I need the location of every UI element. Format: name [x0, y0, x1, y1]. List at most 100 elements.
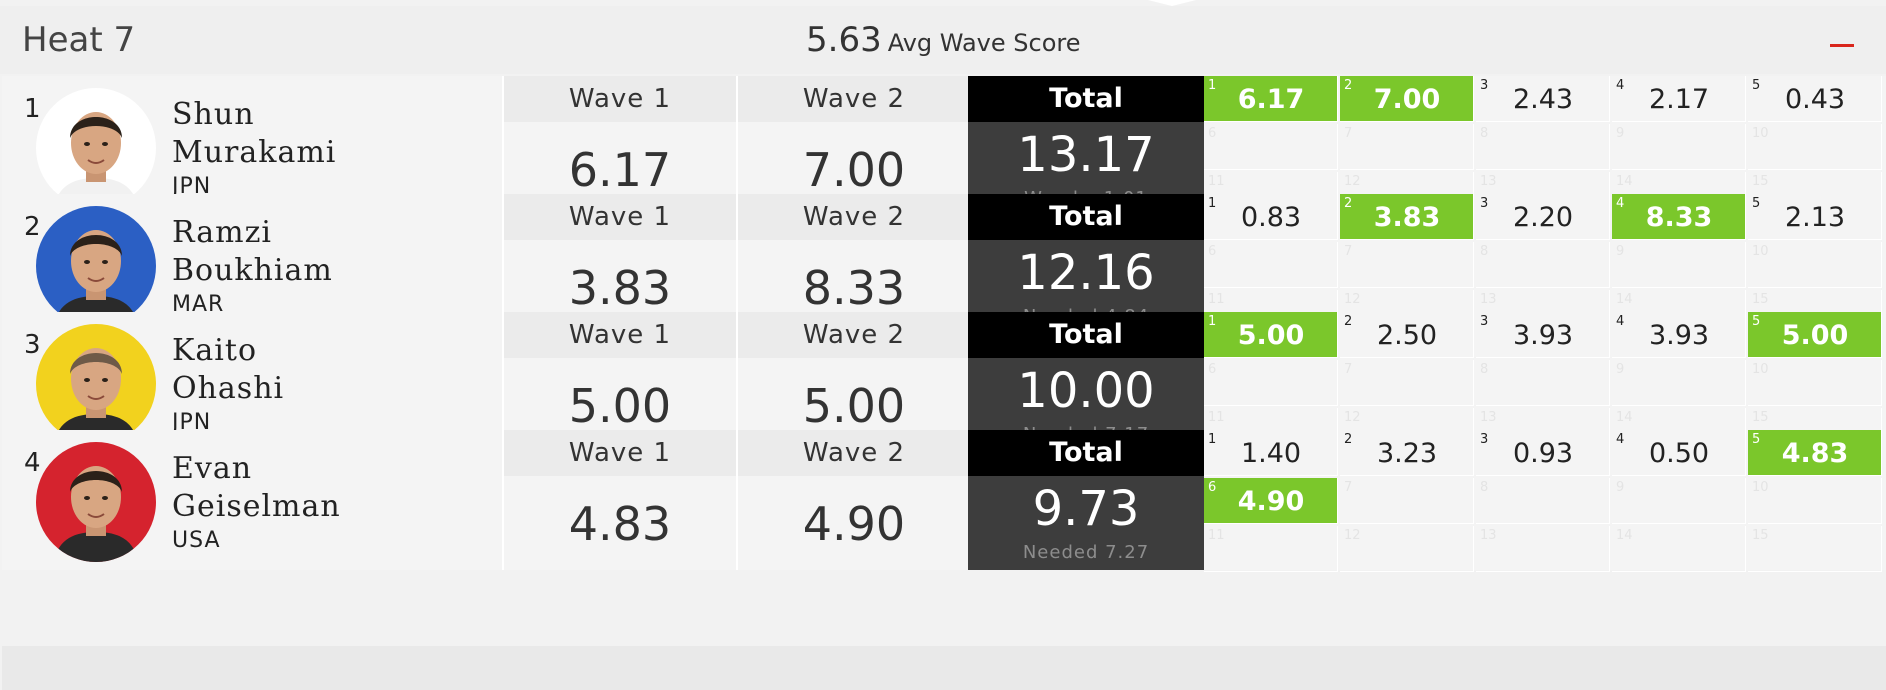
surfer-first-name: Ramzi: [172, 215, 273, 250]
heat-title: Heat 7: [22, 20, 136, 60]
wave-score: 3.83: [1373, 202, 1441, 233]
total-score: 9.73: [1032, 481, 1140, 537]
wave-score: 4.90: [1237, 486, 1305, 517]
surfer-row[interactable]: 1 Shun Murakami JPN Wave 1 6.17: [2, 76, 1886, 218]
empty-wave-cell: 6: [1204, 124, 1338, 170]
surfer-rank: 4: [24, 448, 41, 478]
wave-score-cell[interactable]: 1 0.83: [1204, 194, 1338, 240]
surfer-row[interactable]: 3 Kaito Ohashi JPN Wave 1 5.00 W: [2, 312, 1886, 454]
wave-score-cell[interactable]: 3 0.93: [1476, 430, 1610, 476]
empty-wave-cell: 8: [1476, 478, 1610, 524]
surfer-first-name: Kaito: [172, 333, 258, 368]
wave-1-header: Wave 1: [504, 430, 736, 476]
avg-wave-score-label: Avg Wave Score: [887, 29, 1081, 57]
total-column: Total 10.00 Needed 7.17: [968, 312, 1204, 452]
surfer-last-name: Ohashi: [172, 371, 285, 406]
wave-score-cell[interactable]: 1 1.40: [1204, 430, 1338, 476]
wave-score-cell[interactable]: 5 0.43: [1748, 76, 1882, 122]
wave-score-cell[interactable]: 1 6.17: [1204, 76, 1338, 122]
wave-score-cell[interactable]: 5 4.83: [1748, 430, 1882, 476]
wave-score: 3.93: [1512, 320, 1574, 351]
surfer-name[interactable]: Shun Murakami: [172, 96, 336, 172]
column-divider: [502, 430, 504, 570]
wave-score: 3.23: [1376, 438, 1438, 469]
wave-score-cell[interactable]: 2 2.50: [1340, 312, 1474, 358]
wave-score: 0.83: [1240, 202, 1302, 233]
wave-score: 5.00: [1237, 320, 1305, 351]
wave-number: 1: [1208, 78, 1217, 93]
wave-score-cell[interactable]: 1 5.00: [1204, 312, 1338, 358]
surfer-name[interactable]: Ramzi Boukhiam: [172, 214, 333, 290]
wave-2-score: 7.00: [802, 143, 906, 197]
surfer-name[interactable]: Kaito Ohashi: [172, 332, 284, 408]
best-wave-2: Wave 2 4.90: [738, 430, 970, 570]
wave-score-cell[interactable]: 5 2.13: [1748, 194, 1882, 240]
avatar: [36, 206, 156, 326]
wave-score-cell[interactable]: 4 2.17: [1612, 76, 1746, 122]
avatar: [36, 324, 156, 444]
empty-wave-cell: 7: [1340, 124, 1474, 170]
wave-number: 5: [1752, 432, 1761, 447]
total-score: 13.17: [1017, 127, 1155, 183]
wave-score-cell[interactable]: 5 5.00: [1748, 312, 1882, 358]
wave-number: 1: [1208, 196, 1217, 211]
wave-2-score: 8.33: [802, 261, 906, 315]
column-divider: [502, 312, 504, 452]
avatar-portrait-icon: [36, 88, 156, 208]
surfer-name[interactable]: Evan Geiselman: [172, 450, 341, 526]
surfer-row[interactable]: 2 Ramzi Boukhiam MAR Wave 1 3.83: [2, 194, 1886, 336]
total-header: Total: [968, 430, 1204, 476]
wave-score: 2.50: [1376, 320, 1438, 351]
wave-number: 1: [1208, 432, 1217, 447]
surfer-rank: 3: [24, 330, 41, 360]
wave-score: 3.93: [1648, 320, 1710, 351]
avatar-portrait-icon: [36, 324, 156, 444]
wave-number: 4: [1616, 314, 1625, 329]
wave-score: 2.20: [1512, 202, 1574, 233]
empty-wave-cell: 6: [1204, 360, 1338, 406]
wave-score-cell[interactable]: 2 3.23: [1340, 430, 1474, 476]
column-divider: [736, 76, 738, 216]
total-column: Total 13.17 Won by 1.01: [968, 76, 1204, 216]
surfer-row[interactable]: 4 Evan Geiselman USA Wave 1 4.83: [2, 430, 1886, 572]
surfer-last-name: Geiselman: [172, 489, 341, 524]
wave-1-score: 5.00: [568, 379, 672, 433]
wave-1-score: 3.83: [568, 261, 672, 315]
wave-score-cell[interactable]: 6 4.90: [1204, 478, 1338, 524]
wave-score-cell[interactable]: 2 7.00: [1340, 76, 1474, 122]
wave-score-cell[interactable]: 4 3.93: [1612, 312, 1746, 358]
wave-2-score: 5.00: [802, 379, 906, 433]
wave-2-header: Wave 2: [738, 312, 970, 358]
best-wave-2: Wave 2 8.33: [738, 194, 970, 334]
wave-score-cell[interactable]: 3 2.20: [1476, 194, 1610, 240]
wave-score-cell[interactable]: 4 8.33: [1612, 194, 1746, 240]
collapse-heat-button[interactable]: [1830, 44, 1854, 47]
best-wave-1: Wave 1 3.83: [504, 194, 736, 334]
wave-score-cell[interactable]: 3 2.43: [1476, 76, 1610, 122]
wave-score: 2.13: [1784, 202, 1846, 233]
surfer-rank: 2: [24, 212, 41, 242]
wave-score: 5.00: [1781, 320, 1849, 351]
wave-score: 0.93: [1512, 438, 1574, 469]
empty-wave-cell: 9: [1612, 242, 1746, 288]
wave-score: 2.43: [1512, 84, 1574, 115]
avatar-portrait-icon: [36, 442, 156, 562]
empty-wave-cell: 10: [1748, 478, 1882, 524]
wave-number: 5: [1752, 196, 1761, 211]
empty-wave-cell: 8: [1476, 360, 1610, 406]
wave-score-cell[interactable]: 3 3.93: [1476, 312, 1610, 358]
wave-number: 2: [1344, 432, 1353, 447]
surfer-last-name: Murakami: [172, 135, 337, 170]
wave-score: 8.33: [1645, 202, 1713, 233]
wave-score-cell[interactable]: 2 3.83: [1340, 194, 1474, 240]
wave-score-cell[interactable]: 4 0.50: [1612, 430, 1746, 476]
avatar: [36, 442, 156, 562]
empty-wave-cell: 10: [1748, 360, 1882, 406]
empty-wave-cell: 9: [1612, 360, 1746, 406]
wave-score: 6.17: [1237, 84, 1305, 115]
wave-2-header: Wave 2: [738, 430, 970, 476]
wave-1-header: Wave 1: [504, 312, 736, 358]
wave-2-score: 4.90: [802, 497, 906, 551]
